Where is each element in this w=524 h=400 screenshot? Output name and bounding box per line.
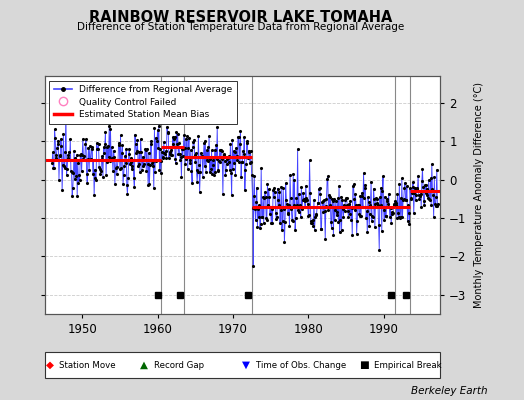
Y-axis label: Monthly Temperature Anomaly Difference (°C): Monthly Temperature Anomaly Difference (…: [474, 82, 484, 308]
Text: ■: ■: [359, 360, 369, 370]
Text: Berkeley Earth: Berkeley Earth: [411, 386, 487, 396]
Text: Station Move: Station Move: [59, 360, 116, 370]
Legend: Difference from Regional Average, Quality Control Failed, Estimated Station Mean: Difference from Regional Average, Qualit…: [49, 80, 237, 124]
Text: ▲: ▲: [140, 360, 148, 370]
Text: ▼: ▼: [242, 360, 250, 370]
Text: Record Gap: Record Gap: [154, 360, 204, 370]
Text: Empirical Break: Empirical Break: [374, 360, 441, 370]
Text: Difference of Station Temperature Data from Regional Average: Difference of Station Temperature Data f…: [78, 22, 405, 32]
Text: Time of Obs. Change: Time of Obs. Change: [256, 360, 346, 370]
Text: RAINBOW RESERVOIR LAKE TOMAHA: RAINBOW RESERVOIR LAKE TOMAHA: [90, 10, 392, 25]
Text: ◆: ◆: [46, 360, 54, 370]
